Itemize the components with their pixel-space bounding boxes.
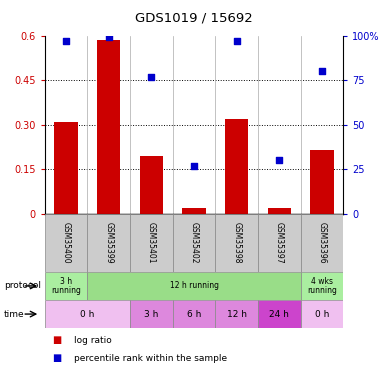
Text: GSM35401: GSM35401	[147, 222, 156, 264]
Point	[234, 38, 240, 44]
Text: ■: ■	[52, 335, 62, 345]
Text: 3 h: 3 h	[144, 310, 159, 319]
Bar	[215, 214, 258, 272]
Bar	[97, 40, 120, 214]
Point	[276, 158, 282, 164]
Bar	[215, 300, 258, 328]
Text: log ratio: log ratio	[74, 336, 111, 345]
Bar	[301, 214, 343, 272]
Bar	[225, 119, 248, 214]
Bar	[45, 300, 130, 328]
Bar	[130, 300, 173, 328]
Text: 4 wks
running: 4 wks running	[307, 277, 337, 295]
Bar	[268, 208, 291, 214]
Text: GSM35397: GSM35397	[275, 222, 284, 264]
Text: 3 h
running: 3 h running	[51, 277, 81, 295]
Bar	[258, 214, 301, 272]
Text: 12 h: 12 h	[227, 310, 247, 319]
Text: 12 h running: 12 h running	[170, 281, 218, 290]
Bar	[45, 214, 87, 272]
Text: time: time	[4, 310, 24, 319]
Text: 0 h: 0 h	[80, 310, 95, 319]
Bar	[258, 300, 301, 328]
Point	[191, 163, 197, 169]
Text: 0 h: 0 h	[315, 310, 329, 319]
Text: GSM35398: GSM35398	[232, 222, 241, 264]
Bar	[182, 208, 206, 214]
Text: ■: ■	[52, 353, 62, 363]
Text: GDS1019 / 15692: GDS1019 / 15692	[135, 11, 253, 24]
Bar	[54, 122, 78, 214]
Bar	[173, 214, 215, 272]
Bar	[140, 156, 163, 214]
Bar	[45, 272, 87, 300]
Bar	[130, 214, 173, 272]
Text: percentile rank within the sample: percentile rank within the sample	[74, 354, 227, 363]
Text: GSM35399: GSM35399	[104, 222, 113, 264]
Bar	[301, 300, 343, 328]
Text: 24 h: 24 h	[269, 310, 289, 319]
Bar	[301, 272, 343, 300]
Point	[106, 34, 112, 40]
Text: 6 h: 6 h	[187, 310, 201, 319]
Text: GSM35402: GSM35402	[189, 222, 199, 264]
Point	[319, 68, 325, 74]
Point	[148, 74, 154, 80]
Text: GSM35396: GSM35396	[317, 222, 327, 264]
Bar	[87, 272, 301, 300]
Text: protocol: protocol	[4, 281, 41, 290]
Bar	[173, 300, 215, 328]
Point	[63, 38, 69, 44]
Text: GSM35400: GSM35400	[61, 222, 71, 264]
Bar	[310, 150, 334, 214]
Bar	[87, 214, 130, 272]
